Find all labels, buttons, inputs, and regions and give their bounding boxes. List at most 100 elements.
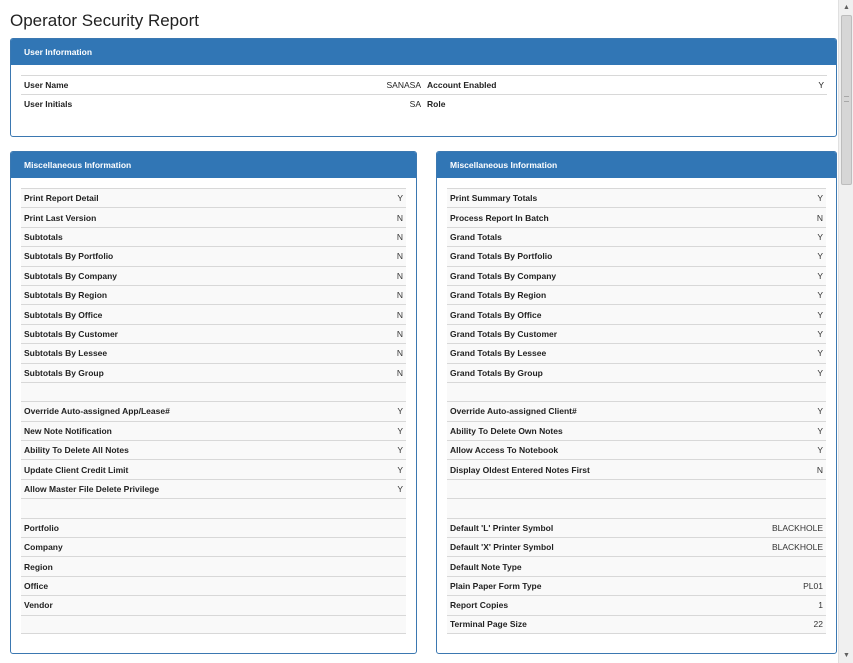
misc-row-value: Y [817,367,823,378]
misc-row: Print Last Version N [21,207,406,227]
misc-row-label: Default Note Type [450,561,522,572]
misc-row: Report Copies 1 [447,595,826,615]
misc-row: Subtotals By Lessee N [21,343,406,363]
misc-row: Company [21,537,406,557]
misc-row-label: Grand Totals By Region [450,290,547,301]
misc-row-value: Y [397,425,403,436]
misc-right-rows: Print Summary Totals Y Process Report In B… [447,188,826,634]
user-info-row: User Initials SA Role [21,94,827,113]
misc-row-label: Default 'L' Printer Symbol [450,522,554,533]
misc-row-label: Subtotals By Group [24,367,104,378]
misc-row-label: Grand Totals By Group [450,367,543,378]
misc-row-value: Y [817,309,823,320]
misc-info-header-left: Miscellaneous Information [11,152,416,178]
misc-row-label: Subtotals By Office [24,309,103,320]
misc-row-label: Ability To Delete Own Notes [450,425,563,436]
user-initials-label: User Initials [24,99,73,109]
misc-row: Subtotals By Company N [21,265,406,285]
misc-row-label: Plain Paper Form Type [450,581,542,591]
misc-row-label: Vendor [24,600,53,611]
misc-row: Process Report In Batch N [447,207,826,227]
misc-row-value: Y [817,193,823,204]
misc-row-label: Print Summary Totals [450,193,538,204]
misc-info-panel-left: Miscellaneous Information Print Report D… [10,151,417,654]
misc-row-label: Grand Totals By Office [450,309,542,320]
misc-row: Override Auto-assigned App/Lease# Y [21,401,406,421]
user-name-cell: User Name SANASA [21,80,424,90]
misc-info-panel-right: Miscellaneous Information Print Summary … [436,151,837,654]
misc-row-value: N [396,348,403,359]
misc-row: Region [21,556,406,576]
misc-row-label: Print Last Version [24,212,97,223]
misc-row [447,478,826,499]
misc-row-label: Default 'X' Printer Symbol [450,542,554,553]
misc-row-label: Subtotals By Portfolio [24,251,114,262]
page-title: Operator Security Report [10,11,199,30]
misc-row-value: BLACKHOLE [771,542,823,553]
misc-row-label: Print Report Detail [24,193,99,204]
scroll-grip-icon [844,96,849,102]
misc-row: Vendor [21,595,406,615]
misc-row: Print Report Detail Y [21,188,406,208]
misc-row-label: Grand Totals By Lessee [450,348,547,359]
scroll-up-icon[interactable]: ▲ [843,4,850,11]
misc-row-label: Company [24,542,63,553]
misc-row-label: Ability To Delete All Notes [24,445,129,456]
misc-row [21,498,406,518]
user-name-value: SANASA [386,80,422,90]
misc-row-value: Y [817,425,823,436]
misc-row-label: Grand Totals By Company [450,270,557,281]
user-info-row: User Name SANASA Account Enabled Y [21,75,827,94]
misc-row-label: Override Auto-assigned Client# [450,406,577,417]
misc-row-label: Allow Access To Notebook [450,445,559,456]
role-label: Role [427,99,446,109]
vertical-scrollbar[interactable]: ▲ ▼ [838,0,853,663]
misc-row-value: Y [397,406,403,417]
misc-row [447,498,826,518]
misc-row-label: Grand Totals By Portfolio [450,251,553,262]
misc-row-label: Grand Totals By Customer [450,328,558,339]
misc-row-value: N [816,212,823,223]
misc-row-value: Y [817,231,823,242]
misc-row-label: Subtotals By Lessee [24,348,108,359]
user-initials-cell: User Initials SA [21,99,424,109]
user-information-header: User Information [11,39,836,65]
misc-row: New Note Notification Y [21,420,406,441]
misc-row: Plain Paper Form Type PL01 [447,575,826,596]
misc-row: Grand Totals By Group Y [447,362,826,382]
misc-row-label: Report Copies [450,600,509,611]
misc-row: Grand Totals By Company Y [447,265,826,285]
misc-row-label: Region [24,561,53,572]
misc-row-value: N [396,231,403,242]
misc-row-value: N [396,309,403,320]
misc-row-label: Subtotals [24,231,63,242]
misc-row-value: Y [397,193,403,204]
misc-row-value: N [396,212,403,223]
misc-row: Grand Totals By Customer Y [447,323,826,344]
misc-row-value: BLACKHOLE [771,522,823,533]
misc-row: Subtotals By Office N [21,304,406,324]
misc-row [21,614,406,634]
misc-row: Display Oldest Entered Notes First N [447,459,826,479]
misc-row: Portfolio [21,517,406,538]
misc-row-label: New Note Notification [24,425,112,436]
misc-row-value: Y [817,251,823,262]
misc-row-value: Y [817,290,823,301]
misc-row: Allow Master File Delete Privilege Y [21,478,406,499]
scroll-down-icon[interactable]: ▼ [843,652,850,659]
misc-row: Subtotals By Customer N [21,323,406,344]
misc-row: Default 'L' Printer Symbol BLACKHOLE [447,517,826,538]
account-enabled-label: Account Enabled [427,80,497,90]
scroll-thumb[interactable] [841,15,852,185]
misc-row: Override Auto-assigned Client# Y [447,401,826,421]
misc-row: Office [21,575,406,596]
misc-row-value: 1 [818,600,823,611]
misc-row-value: Y [817,328,823,339]
misc-row-value: Y [397,484,403,495]
misc-row: Subtotals By Portfolio N [21,246,406,266]
misc-row-value: Y [397,445,403,456]
misc-row-label: Terminal Page Size [450,619,527,630]
misc-row-label: Subtotals By Company [24,270,118,281]
misc-row: Subtotals By Group N [21,362,406,382]
misc-row [447,381,826,402]
